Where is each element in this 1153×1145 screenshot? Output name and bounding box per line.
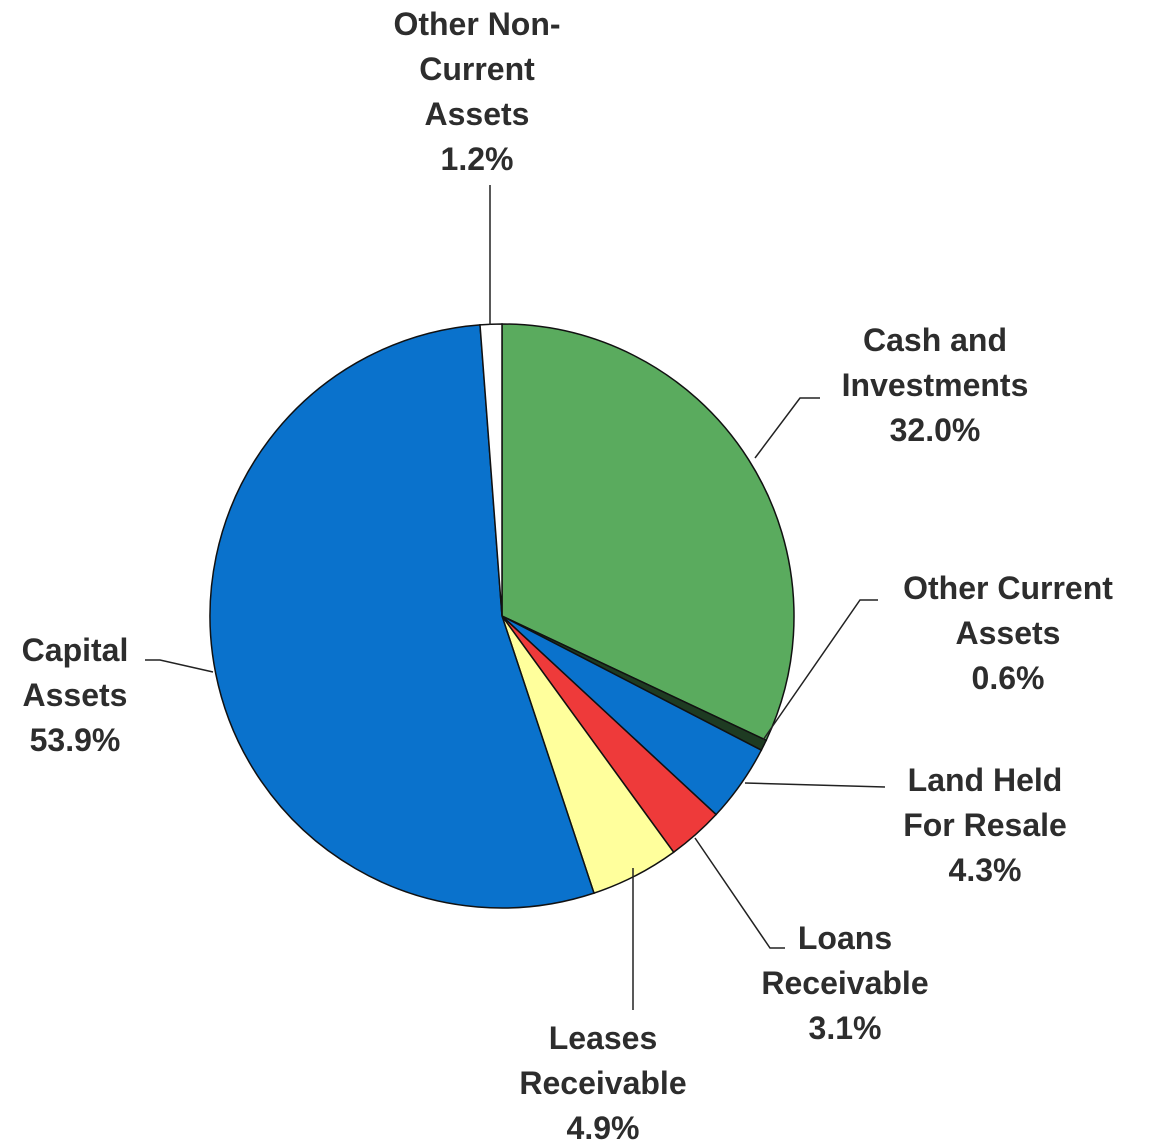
slice-name: Capital Assets (21, 632, 129, 713)
slice-name: Cash and Investments (841, 322, 1029, 403)
slice-label: Leases Receivable 4.9% (493, 1016, 713, 1145)
slice-value: 4.3% (948, 852, 1022, 888)
slice-label: Land Held For Resale 4.3% (885, 758, 1085, 893)
leader-line (145, 659, 214, 673)
leader-line (744, 782, 886, 788)
slice-name: Land Held For Resale (903, 762, 1067, 843)
slice-value: 53.9% (29, 722, 121, 758)
slice-label: Other Current Assets 0.6% (868, 566, 1148, 701)
slice-label: Other Non-Current Assets 1.2% (367, 2, 587, 182)
pie-slice (479, 323, 503, 617)
slice-name: Other Non-Current Assets (393, 6, 561, 132)
slice-label: Loans Receivable 3.1% (735, 916, 955, 1051)
slice-label: Cash and Investments 32.0% (805, 318, 1065, 453)
pie-slice (501, 323, 795, 742)
slice-name: Leases Receivable (519, 1020, 687, 1101)
slice-value: 32.0% (889, 412, 981, 448)
leader-line (754, 397, 820, 459)
slice-value: 0.6% (971, 660, 1045, 696)
leader-line (762, 599, 878, 741)
slice-value: 4.9% (566, 1110, 640, 1145)
slice-name: Other Current Assets (903, 570, 1113, 651)
slice-value: 3.1% (808, 1010, 882, 1046)
slice-label: Capital Assets 53.9% (0, 628, 150, 763)
slice-name: Loans Receivable (761, 920, 929, 1001)
leader-line (694, 837, 785, 949)
pie-slice (209, 324, 595, 909)
slice-value: 1.2% (440, 141, 514, 177)
